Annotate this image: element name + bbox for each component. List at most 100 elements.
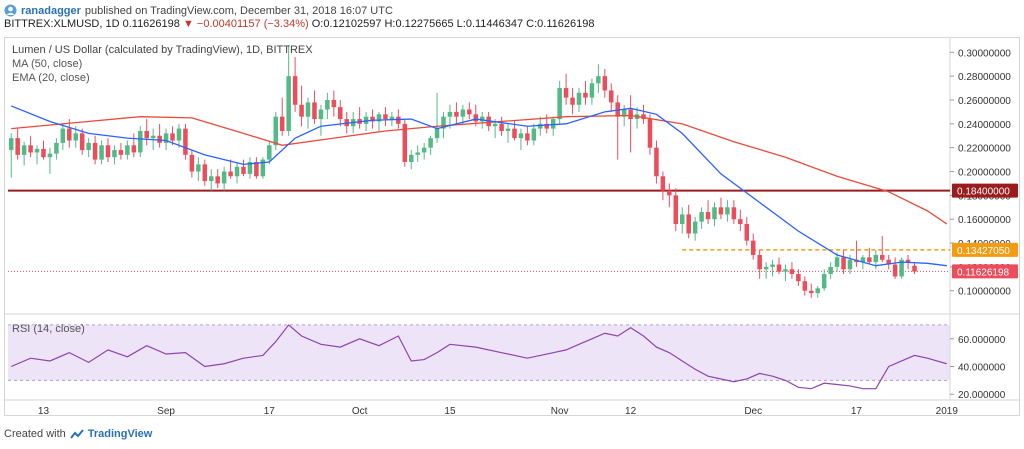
- published-text: published on TradingView.com, December 3…: [84, 4, 393, 17]
- candle-body: [228, 171, 233, 177]
- candle-body: [550, 119, 556, 129]
- candle-body: [654, 147, 659, 177]
- price-tag-box: [952, 264, 1018, 279]
- candle-body: [221, 171, 227, 184]
- candle-body: [602, 76, 608, 91]
- candle-body: [241, 166, 246, 174]
- candle-body: [428, 138, 433, 148]
- candle-body: [144, 130, 149, 139]
- time-tick-label: Oct: [352, 406, 368, 417]
- candle-body: [273, 116, 279, 146]
- candle-body: [312, 102, 317, 120]
- ema-legend[interactable]: EMA (20, close): [12, 72, 90, 84]
- candle-body: [15, 138, 20, 155]
- candle-body: [28, 145, 33, 153]
- candle-body: [563, 88, 569, 98]
- chart-title: Lumen / US Dollar (calculated by Trading…: [12, 44, 313, 56]
- price-tag-label: 0.18400000: [957, 187, 1010, 198]
- candle-body: [692, 221, 698, 234]
- price-tick-label: 0.24000000: [958, 120, 1011, 131]
- candle-body: [67, 128, 72, 141]
- candle-body: [79, 133, 85, 151]
- candle-body: [757, 254, 762, 270]
- candle-body: [731, 207, 737, 220]
- candle-body: [570, 97, 575, 105]
- price-tick-label: 0.16000000: [958, 215, 1011, 226]
- rsi-tick-label: 60.000000: [958, 335, 1006, 346]
- price-tick-label: 0.30000000: [958, 48, 1011, 59]
- candle-body: [738, 219, 743, 224]
- candle-body: [157, 135, 162, 143]
- candle-body: [647, 119, 653, 148]
- candle-body: [899, 259, 904, 277]
- candle-body: [286, 76, 291, 131]
- tradingview-brand[interactable]: TradingView: [87, 428, 153, 440]
- candle-body: [202, 164, 208, 182]
- rsi-tick-label: 20.000000: [958, 390, 1006, 401]
- price-tick-label: 0.20000000: [958, 168, 1011, 179]
- candle-body: [841, 257, 846, 270]
- candle-body: [215, 176, 220, 184]
- candle-body: [744, 223, 750, 241]
- candle-body: [208, 176, 214, 182]
- user-avatar-icon: [4, 4, 17, 17]
- price-tag-label: 0.11626198: [957, 267, 1010, 278]
- time-tick-label: 15: [444, 406, 456, 417]
- candle-body: [621, 109, 627, 117]
- candle-body: [112, 150, 117, 158]
- price-change: −0.00401157 (−3.34%): [196, 18, 309, 30]
- candle-body: [834, 257, 840, 267]
- candle-body: [518, 133, 524, 139]
- price-axis: 0.100000000.120000000.140000000.16000000…: [950, 48, 1011, 298]
- tradingview-logo-icon: [69, 429, 84, 439]
- candle-body: [434, 128, 440, 139]
- candle-body: [318, 109, 324, 120]
- candle-body: [54, 142, 59, 154]
- candle-body: [460, 109, 466, 117]
- candle-body: [441, 116, 446, 129]
- candle-body: [557, 88, 562, 120]
- candle-body: [596, 76, 601, 84]
- candle-body: [712, 207, 717, 220]
- candle-body: [544, 123, 550, 129]
- candle-body: [118, 150, 124, 155]
- candle-body: [628, 109, 633, 120]
- candle-body: [499, 123, 504, 131]
- ohlc-values: O:0.12102597 H:0.12275665 L:0.11446347 C…: [311, 18, 595, 30]
- candle-body: [383, 114, 388, 120]
- symbol-label: BITTREX:XLMUSD, 1D: [4, 18, 120, 30]
- candle-body: [879, 254, 885, 260]
- candle-body: [821, 274, 827, 289]
- candle-body: [125, 145, 130, 155]
- price-tick-label: 0.26000000: [958, 96, 1011, 107]
- candle-body: [21, 145, 27, 155]
- candle-body: [576, 92, 582, 105]
- candle-body: [299, 104, 304, 117]
- candle-body: [679, 214, 685, 224]
- candle-body: [234, 166, 240, 177]
- price-tag-box: [952, 242, 1018, 257]
- candle-body: [492, 123, 498, 127]
- candle-body: [376, 114, 382, 122]
- ma-legend[interactable]: MA (50, close): [12, 58, 83, 70]
- publisher-username[interactable]: ranadagger: [21, 4, 81, 17]
- candle-body: [254, 161, 259, 177]
- candle-body: [170, 133, 175, 141]
- candle-body: [905, 259, 911, 263]
- candle-body: [686, 214, 691, 234]
- candle-body: [305, 102, 311, 117]
- candle-body: [583, 92, 588, 98]
- footer: Created with TradingView: [4, 428, 152, 440]
- candle-body: [609, 90, 614, 103]
- candle-body: [260, 159, 266, 177]
- time-tick-label: 17: [851, 406, 863, 417]
- candle-body: [41, 148, 46, 158]
- time-tick-label: Sep: [157, 406, 175, 417]
- candle-body: [163, 133, 169, 143]
- rsi-legend[interactable]: RSI (14, close): [12, 323, 85, 335]
- last-price: 0.11626198: [122, 18, 180, 30]
- candle-body: [331, 99, 337, 108]
- candle-body: [267, 145, 272, 160]
- candle-body: [660, 176, 666, 191]
